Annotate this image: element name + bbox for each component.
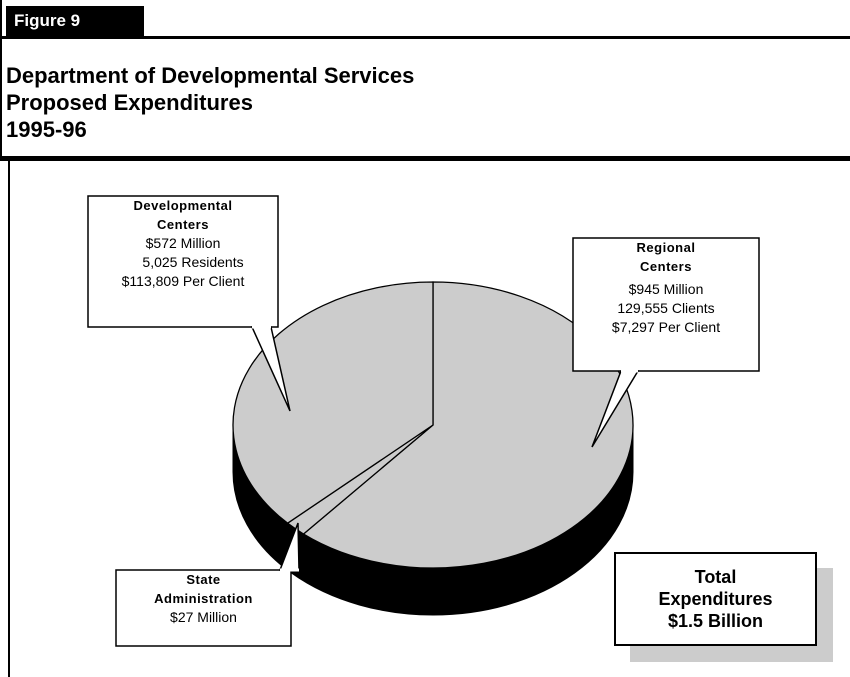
callout-developmental-box (87, 195, 279, 328)
callout-developmental-amount: $572 Million (145, 235, 221, 251)
callout-state-box (115, 569, 292, 647)
title-line-3: 1995-96 (6, 117, 87, 142)
callout-developmental-head-2: Centers (157, 217, 209, 232)
total-line-2: Expenditures (658, 589, 773, 609)
callout-regional-clients: 129,555 Clients (617, 300, 715, 316)
title-rule (0, 156, 850, 161)
pie-slice-developmental-centers (232, 281, 434, 524)
callout-regional-head-2: Centers (640, 259, 692, 274)
callout-state-amount: $27 Million (170, 609, 237, 625)
callout-state-administration: State Administration $27 Million (116, 570, 291, 627)
callout-developmental-head-1: Developmental (133, 198, 233, 213)
figure-label: Figure 9 (6, 6, 144, 36)
callout-regional-box (572, 237, 760, 372)
callout-regional-amount: $945 Million (628, 281, 704, 297)
callout-developmental-residents: 5,025 Residents (142, 254, 244, 270)
total-line-3: $1.5 Billion (667, 611, 764, 631)
frame-border-left-lower (8, 161, 10, 677)
callout-regional-head-1: Regional (636, 240, 696, 255)
pie-slice-regional-centers (302, 281, 634, 569)
frame-border-left (0, 0, 2, 160)
callout-state-head-2: Administration (154, 591, 253, 606)
total-expenditures-box: Total Expenditures $1.5 Billion (614, 552, 817, 646)
callout-regional-per-client: $7,297 Per Client (611, 319, 721, 335)
callout-state-head-1: State (186, 572, 221, 587)
title-line-2: Proposed Expenditures (6, 90, 253, 115)
callout-developmental-per-client: $113,809 Per Client (121, 273, 245, 289)
frame-border-top (0, 36, 850, 39)
title-line-1: Department of Developmental Services (6, 63, 415, 88)
chart-title: Department of Developmental Services Pro… (6, 62, 414, 143)
total-line-1: Total (694, 567, 737, 587)
callout-developmental-centers: Developmental Centers $572 Million 5,025… (88, 196, 278, 291)
callout-regional-centers: Regional Centers $945 Million 129,555 Cl… (573, 238, 759, 337)
